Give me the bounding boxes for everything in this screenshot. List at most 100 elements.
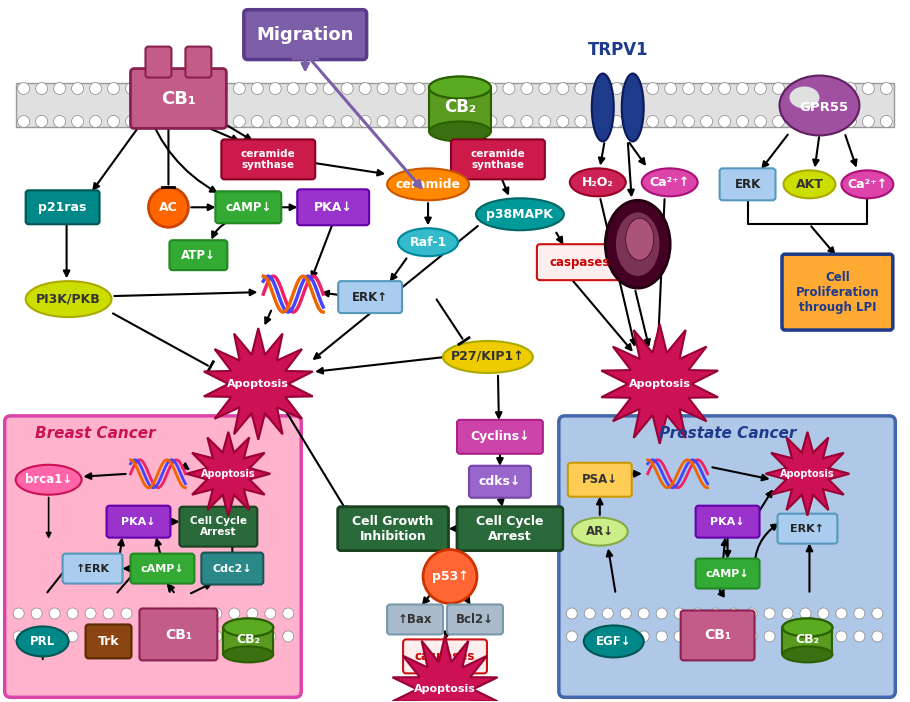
Ellipse shape [15, 465, 82, 495]
Circle shape [49, 608, 60, 619]
Ellipse shape [783, 618, 833, 637]
Text: AKT: AKT [795, 178, 824, 191]
Circle shape [764, 608, 775, 619]
Circle shape [611, 83, 622, 95]
Circle shape [31, 608, 42, 619]
Circle shape [863, 83, 875, 95]
Circle shape [413, 83, 425, 95]
FancyBboxPatch shape [139, 609, 217, 661]
Circle shape [13, 608, 25, 619]
Circle shape [800, 631, 811, 642]
Circle shape [431, 115, 443, 128]
Circle shape [233, 115, 246, 128]
Circle shape [107, 115, 119, 128]
Circle shape [808, 83, 821, 95]
Circle shape [216, 115, 228, 128]
Circle shape [575, 115, 587, 128]
Circle shape [539, 115, 551, 128]
Circle shape [872, 631, 883, 642]
Circle shape [682, 83, 694, 95]
Ellipse shape [429, 77, 491, 98]
FancyBboxPatch shape [298, 190, 369, 225]
Circle shape [592, 115, 605, 128]
Circle shape [693, 631, 703, 642]
Text: Apoptosis: Apoptosis [228, 379, 289, 389]
Ellipse shape [780, 76, 859, 135]
Text: EGF↓: EGF↓ [596, 635, 632, 648]
Circle shape [521, 83, 533, 95]
Circle shape [791, 115, 803, 128]
Circle shape [728, 631, 739, 642]
Circle shape [844, 83, 856, 95]
Circle shape [121, 631, 132, 642]
FancyBboxPatch shape [201, 552, 263, 585]
Circle shape [197, 83, 209, 95]
Text: CB₁: CB₁ [161, 89, 196, 107]
Circle shape [584, 631, 595, 642]
Text: CB₂: CB₂ [444, 98, 476, 117]
Circle shape [228, 608, 240, 619]
Circle shape [664, 83, 677, 95]
Circle shape [584, 608, 595, 619]
Text: TRPV1: TRPV1 [588, 41, 648, 58]
Circle shape [503, 83, 515, 95]
FancyBboxPatch shape [469, 465, 531, 498]
Circle shape [161, 115, 174, 128]
Circle shape [377, 115, 389, 128]
Text: Prostate Cancer: Prostate Cancer [659, 426, 796, 442]
Circle shape [754, 115, 766, 128]
Circle shape [144, 115, 156, 128]
Ellipse shape [429, 77, 491, 98]
Text: ERK↑: ERK↑ [352, 291, 389, 303]
Text: ↑Bax: ↑Bax [398, 613, 432, 626]
Circle shape [228, 631, 240, 642]
Circle shape [638, 631, 649, 642]
Circle shape [13, 631, 25, 642]
Circle shape [854, 631, 864, 642]
Text: Cell Cycle
Arrest: Cell Cycle Arrest [190, 516, 247, 538]
FancyBboxPatch shape [447, 604, 503, 635]
Text: CB₂: CB₂ [795, 633, 820, 646]
Circle shape [211, 608, 222, 619]
Circle shape [54, 83, 66, 95]
Circle shape [664, 115, 677, 128]
Polygon shape [765, 432, 849, 516]
Circle shape [710, 631, 721, 642]
Text: Cyclins↓: Cyclins↓ [470, 430, 530, 444]
Text: PKA↓: PKA↓ [711, 517, 745, 526]
Circle shape [148, 187, 188, 227]
Polygon shape [602, 324, 718, 444]
Circle shape [629, 83, 641, 95]
Circle shape [836, 631, 847, 642]
Circle shape [539, 83, 551, 95]
Circle shape [467, 83, 479, 95]
FancyBboxPatch shape [387, 604, 443, 635]
Circle shape [575, 83, 587, 95]
FancyBboxPatch shape [130, 69, 227, 128]
Text: Cell
Proliferation
through LPI: Cell Proliferation through LPI [795, 270, 879, 314]
Text: Cell Cycle
Arrest: Cell Cycle Arrest [476, 515, 543, 543]
Ellipse shape [642, 168, 698, 197]
Text: Apoptosis: Apoptosis [414, 684, 476, 694]
Text: Ca²⁺↑: Ca²⁺↑ [650, 176, 690, 189]
FancyBboxPatch shape [169, 240, 228, 270]
Circle shape [638, 608, 649, 619]
FancyBboxPatch shape [5, 416, 301, 697]
Circle shape [467, 115, 479, 128]
Circle shape [161, 83, 174, 95]
Ellipse shape [16, 626, 68, 656]
Ellipse shape [784, 171, 835, 198]
FancyBboxPatch shape [457, 507, 563, 550]
FancyBboxPatch shape [106, 505, 170, 538]
Circle shape [341, 115, 353, 128]
Text: CB₁: CB₁ [165, 628, 192, 642]
Text: ERK: ERK [734, 178, 761, 191]
Circle shape [701, 83, 713, 95]
Circle shape [566, 631, 577, 642]
Text: cAMP↓: cAMP↓ [140, 564, 185, 574]
Polygon shape [392, 635, 498, 702]
Circle shape [656, 631, 667, 642]
Circle shape [413, 115, 425, 128]
Circle shape [826, 83, 838, 95]
FancyBboxPatch shape [782, 254, 893, 330]
